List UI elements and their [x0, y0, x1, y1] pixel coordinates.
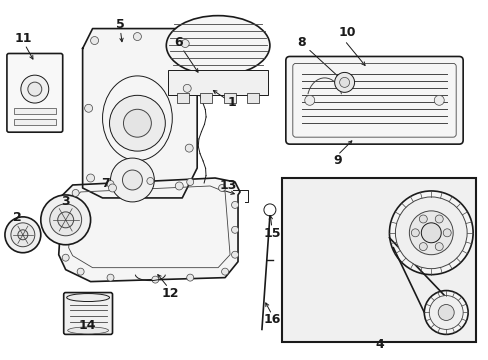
FancyBboxPatch shape	[63, 293, 112, 334]
Bar	[246, 93, 259, 103]
Bar	[224, 93, 236, 103]
Text: 15: 15	[263, 227, 280, 240]
Circle shape	[77, 268, 84, 275]
Circle shape	[123, 109, 151, 137]
Polygon shape	[82, 28, 197, 198]
Circle shape	[339, 77, 349, 87]
Circle shape	[41, 195, 90, 245]
Circle shape	[84, 104, 92, 112]
Circle shape	[231, 226, 238, 233]
Text: 9: 9	[333, 154, 341, 167]
Circle shape	[408, 211, 452, 255]
Polygon shape	[59, 178, 240, 282]
Bar	[200, 93, 212, 103]
Text: 8: 8	[297, 36, 305, 49]
FancyBboxPatch shape	[7, 54, 62, 132]
Circle shape	[388, 191, 472, 275]
Text: 11: 11	[14, 32, 32, 45]
Circle shape	[21, 75, 49, 103]
Circle shape	[186, 179, 193, 185]
Circle shape	[334, 72, 354, 92]
FancyBboxPatch shape	[285, 57, 462, 144]
Text: 14: 14	[79, 319, 96, 332]
Circle shape	[50, 204, 81, 236]
Bar	[281, 178, 475, 342]
Text: 5: 5	[116, 18, 124, 31]
Circle shape	[424, 291, 467, 334]
Circle shape	[218, 184, 225, 192]
Text: 12: 12	[161, 287, 179, 300]
Circle shape	[11, 223, 35, 247]
Circle shape	[231, 251, 238, 258]
Bar	[14, 108, 56, 114]
Circle shape	[442, 229, 450, 237]
Circle shape	[410, 229, 419, 237]
Text: 4: 4	[374, 338, 383, 351]
Circle shape	[433, 95, 443, 105]
Circle shape	[428, 296, 462, 329]
Bar	[14, 119, 56, 125]
Circle shape	[185, 144, 193, 152]
Circle shape	[419, 215, 427, 223]
Circle shape	[109, 95, 165, 151]
Circle shape	[419, 243, 427, 251]
Text: 13: 13	[219, 180, 236, 193]
Circle shape	[183, 84, 191, 92]
Circle shape	[395, 197, 466, 269]
Circle shape	[86, 174, 94, 182]
Ellipse shape	[166, 15, 269, 75]
Circle shape	[175, 182, 183, 190]
Circle shape	[60, 208, 67, 215]
Circle shape	[5, 217, 41, 253]
Text: 2: 2	[13, 211, 21, 224]
Text: 7: 7	[101, 177, 110, 190]
Circle shape	[304, 95, 314, 105]
Circle shape	[146, 177, 154, 184]
Circle shape	[60, 226, 67, 233]
Text: 3: 3	[61, 195, 70, 208]
Circle shape	[58, 212, 74, 228]
Circle shape	[181, 40, 189, 48]
Circle shape	[107, 274, 114, 281]
Circle shape	[122, 170, 142, 190]
Text: 10: 10	[338, 26, 356, 39]
Circle shape	[221, 268, 228, 275]
Circle shape	[186, 274, 193, 281]
Bar	[177, 93, 189, 103]
Text: 1: 1	[227, 96, 236, 109]
Circle shape	[28, 82, 41, 96]
Circle shape	[437, 305, 453, 320]
Circle shape	[90, 37, 99, 45]
Circle shape	[434, 243, 442, 251]
Circle shape	[133, 32, 141, 41]
Circle shape	[18, 230, 28, 240]
Circle shape	[110, 158, 154, 202]
Circle shape	[72, 189, 79, 197]
Circle shape	[434, 215, 442, 223]
Ellipse shape	[67, 327, 108, 334]
Circle shape	[231, 201, 238, 208]
Text: 16: 16	[263, 313, 280, 326]
Circle shape	[62, 254, 69, 261]
Circle shape	[421, 223, 440, 243]
Circle shape	[152, 276, 159, 283]
Bar	[168, 71, 267, 95]
Ellipse shape	[66, 293, 109, 302]
Text: 6: 6	[174, 36, 182, 49]
Circle shape	[107, 180, 114, 188]
Circle shape	[108, 184, 116, 192]
